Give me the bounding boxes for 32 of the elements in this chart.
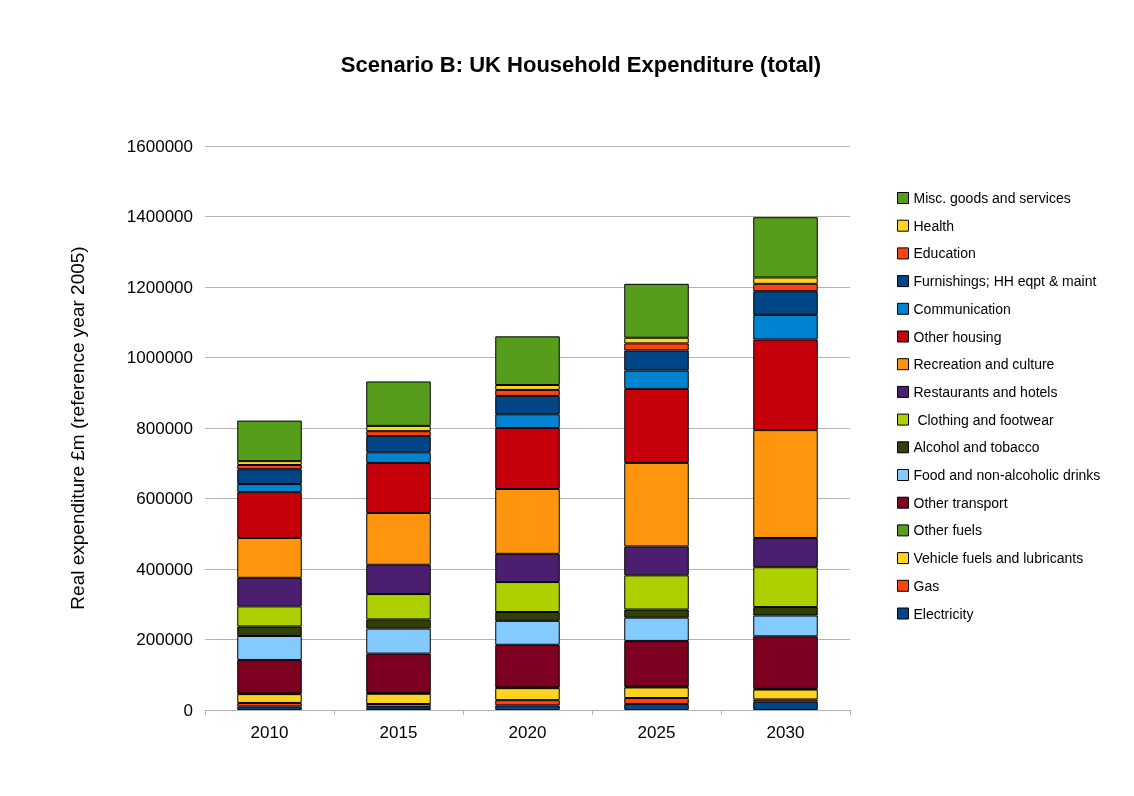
y-tick-label: 600000 <box>136 489 193 508</box>
legend-label: Clothing and footwear <box>913 411 1054 428</box>
y-tick-label: 400000 <box>136 559 193 579</box>
x-tick-label: 2025 <box>637 723 676 742</box>
legend-label: Alcohol and tobacco <box>913 439 1040 456</box>
x-tick-label: 2030 <box>766 723 805 742</box>
legend-label: Communication <box>913 300 1011 317</box>
legend-label: Other fuels <box>913 522 982 539</box>
x-tick-label: 2015 <box>379 723 418 742</box>
legend-label: Furnishings; HH eqpt & maint <box>913 273 1097 290</box>
legend-label: Recreation and culture <box>913 356 1055 373</box>
y-tick-label: 1400000 <box>126 207 193 226</box>
legend-label: Electricity <box>913 605 974 622</box>
legend-label: Food and non-alcoholic drinks <box>913 467 1101 483</box>
legend-label: Gas <box>913 577 940 594</box>
legend-label: Other housing <box>913 328 1002 345</box>
legend-label: Education <box>913 245 976 262</box>
y-tick-label: 800000 <box>136 418 193 438</box>
chart-title: Scenario B: UK Household Expenditure (total) <box>340 51 822 77</box>
legend-label: Misc. goods and services <box>913 190 1071 206</box>
y-tick-label: 0 <box>183 700 193 720</box>
legend-label: Restaurants and hotels <box>913 383 1058 400</box>
y-tick-label: 200000 <box>136 630 193 649</box>
y-tick-label: 1200000 <box>126 277 193 297</box>
legend-label: Vehicle fuels and lubricants <box>913 550 1084 567</box>
legend-label: Other transport <box>913 494 1008 511</box>
x-tick-label: 2020 <box>508 723 547 742</box>
y-tick-label: 1600000 <box>126 136 193 156</box>
x-tick-label: 2010 <box>250 723 289 742</box>
legend-label: Health <box>913 217 954 234</box>
y-axis-title: Real expenditure £m (reference year 2005) <box>67 246 88 610</box>
y-tick-label: 1000000 <box>126 348 193 367</box>
